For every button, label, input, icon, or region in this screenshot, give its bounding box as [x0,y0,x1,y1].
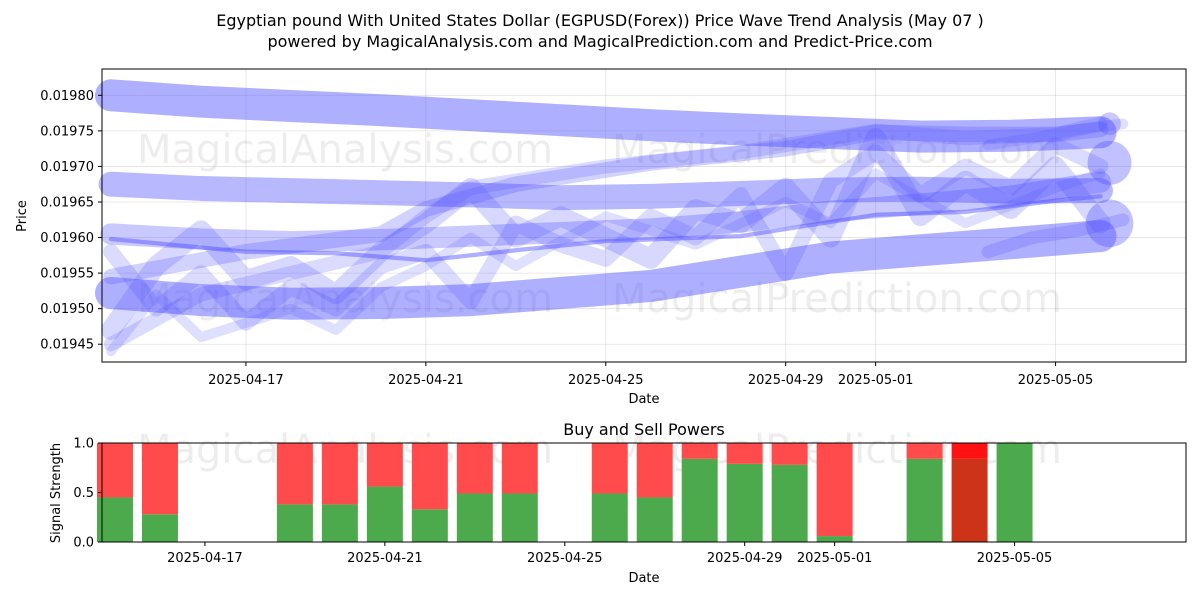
price-y-tick-label: 0.01945 [40,338,94,353]
sell-bar [682,443,718,459]
sell-bar [457,443,493,493]
figure-title-line1: Egyptian pound With United States Dollar… [216,11,984,30]
figure-title-line2: powered by MagicalAnalysis.com and Magic… [267,32,932,51]
price-x-tick-label: 2025-05-05 [1018,373,1094,388]
wave-end-blob [1088,141,1132,185]
buy-sell-x-tick-label: 2025-04-29 [707,551,783,566]
sell-bar [142,443,178,514]
buy-bar [367,487,403,542]
sell-bar [637,443,673,497]
price-y-tick-label: 0.01955 [40,267,94,282]
buy-sell-y-axis-label: Signal Strength [49,443,64,543]
buy-sell-y-tick-label: 0.0 [73,536,94,551]
sell-bar [772,443,808,465]
sell-bar [727,443,763,464]
sell-bar [592,443,628,493]
buy-bar [772,465,808,542]
sell-bar [952,443,988,459]
buy-sell-x-tick-label: 2025-04-25 [527,551,603,566]
price-x-tick-label: 2025-04-25 [568,373,644,388]
watermark-analysis-upper: MagicalAnalysis.com [137,127,553,173]
price-x-tick-label: 2025-04-29 [748,373,824,388]
buy-bar [592,493,628,542]
price-y-tick-label: 0.01960 [40,231,94,246]
buy-bar [997,443,1033,542]
sell-bar [907,443,943,459]
price-x-tick-label: 2025-04-21 [388,373,464,388]
sell-bar [367,443,403,487]
buy-bar [412,509,448,542]
price-x-axis-label: Date [628,392,659,407]
sell-bar [322,443,358,504]
buy-bar [682,459,718,542]
sell-bar [277,443,313,504]
buy-sell-y-tick-label: 0.5 [73,486,94,501]
buy-bar [142,514,178,542]
price-y-tick-label: 0.01950 [40,302,94,317]
buy-sell-x-tick-label: 2025-05-05 [977,551,1053,566]
buy-sell-chart: Buy and Sell Powers MagicalAnalysis.com … [49,420,1186,586]
price-y-tick-label: 0.01980 [40,89,94,104]
buy-bar [322,504,358,542]
wave-end-blob [1098,112,1121,135]
buy-bar [457,493,493,542]
buy-sell-y-tick-label: 1.0 [73,437,94,452]
buy-sell-x-tick-label: 2025-05-01 [797,551,873,566]
buy-bar [952,459,988,542]
buy-sell-x-axis-label: Date [628,571,659,586]
price-y-tick-label: 0.01965 [40,195,94,210]
price-y-tick-label: 0.01975 [40,124,94,139]
buy-sell-x-tick-label: 2025-04-17 [167,551,243,566]
buy-bar [907,459,943,542]
buy-bar [502,493,538,542]
price-y-axis-label: Price [15,200,30,232]
sell-bar [502,443,538,493]
buy-sell-x-axis: 2025-04-17 2025-04-21 2025-04-25 2025-04-29… [167,542,1052,566]
price-wave-chart: MagicalAnalysis.com MagicalPrediction.co… [15,69,1186,407]
buy-bar [277,504,313,542]
price-x-tick-label: 2025-04-17 [208,373,284,388]
buy-bar [817,536,853,542]
price-y-tick-label: 0.01970 [40,160,94,175]
price-x-tick-label: 2025-05-01 [838,373,914,388]
price-y-axis: 0.01945 0.01950 0.01955 0.01960 0.01965 0.019… [40,89,102,353]
sell-bar [412,443,448,509]
buy-sell-x-tick-label: 2025-04-21 [347,551,423,566]
wave-end-blob [1086,200,1134,248]
price-x-axis: 2025-04-17 2025-04-21 2025-04-25 2025-04-29… [208,362,1093,388]
sell-bar [817,443,853,536]
figure: Egyptian pound With United States Dollar… [0,0,1200,600]
buy-bar [727,464,763,542]
buy-bar [637,497,673,542]
